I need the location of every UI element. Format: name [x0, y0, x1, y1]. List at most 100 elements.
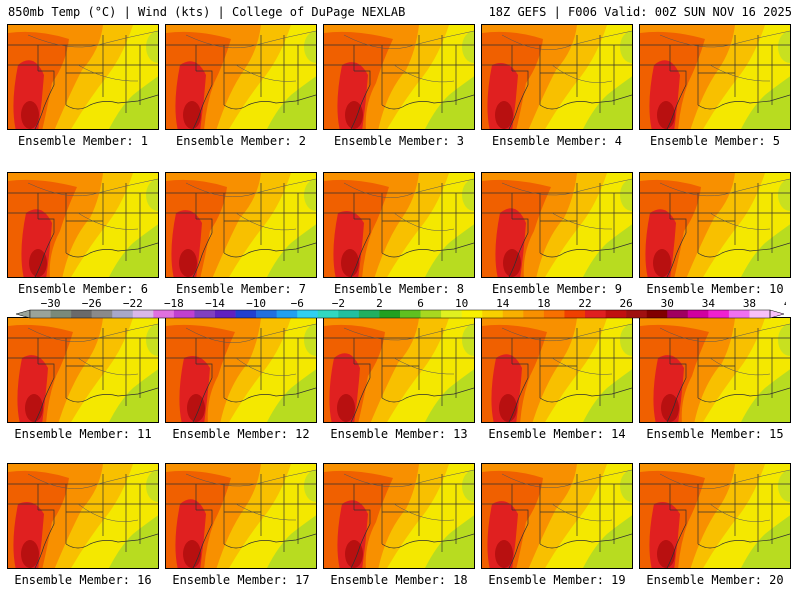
colorbar-segment — [194, 310, 216, 318]
ensemble-member-label: Ensemble Member: 7 — [175, 282, 307, 296]
colorbar-tick-label: 38 — [743, 298, 756, 310]
colorbar-min-arrow — [15, 309, 31, 319]
ensemble-member-label: Ensemble Member: 5 — [649, 134, 781, 148]
colorbar-segment — [235, 310, 257, 318]
ensemble-member-map — [7, 463, 159, 569]
colorbar-tick-label: 10 — [455, 298, 468, 310]
colorbar-segment — [461, 310, 483, 318]
colorbar-segment — [91, 310, 113, 318]
ensemble-member-map — [639, 317, 791, 423]
temperature-field — [640, 173, 790, 277]
colorbar-segment — [173, 310, 195, 318]
colorbar-tick-label: −30 — [41, 298, 61, 310]
temperature-field — [8, 318, 158, 422]
colorbar-tick-label: 22 — [578, 298, 591, 310]
ensemble-member-label: Ensemble Member: 19 — [488, 573, 626, 587]
run-valid-time: 18Z GEFS | F006 Valid: 00Z SUN NOV 16 20… — [488, 5, 792, 19]
ensemble-member-map — [323, 317, 475, 423]
colorbar-segment — [256, 310, 277, 318]
temperature-field — [324, 318, 474, 422]
colorbar-tick-label: −6 — [291, 298, 304, 310]
ensemble-member-label: Ensemble Member: 2 — [175, 134, 307, 148]
temperature-colorbar: −30 −26 −22 −18 −14 −10 −6 −2 2 6 10 14 18 22 26 30 34 38… — [15, 298, 786, 319]
colorbar-tick-label: −14 — [205, 298, 225, 310]
temperature-field — [482, 318, 632, 422]
colorbar-segment — [400, 310, 421, 318]
ensemble-member-label: Ensemble Member: 6 — [17, 282, 149, 296]
colorbar-tick-label: 42 — [784, 298, 786, 310]
temperature-field — [8, 464, 158, 568]
temperature-field — [482, 25, 632, 129]
ensemble-member-label: Ensemble Member: 4 — [491, 134, 623, 148]
temperature-field — [482, 173, 632, 277]
ensemble-member-label: Ensemble Member: 15 — [646, 427, 784, 441]
temperature-field — [640, 318, 790, 422]
ensemble-member-map — [165, 172, 317, 278]
ensemble-member-map — [7, 172, 159, 278]
colorbar-segment — [708, 310, 730, 318]
ensemble-member-map — [165, 24, 317, 130]
ensemble-member-label: Ensemble Member: 1 — [17, 134, 149, 148]
ensemble-member-map — [639, 24, 791, 130]
colorbar-segment — [564, 310, 586, 318]
temperature-field — [640, 464, 790, 568]
ensemble-member-map — [7, 317, 159, 423]
colorbar-tick-label: −2 — [332, 298, 345, 310]
colorbar-segment — [502, 310, 524, 318]
ensemble-member-label: Ensemble Member: 18 — [330, 573, 468, 587]
ensemble-member-label: Ensemble Member: 17 — [172, 573, 310, 587]
temperature-field — [640, 25, 790, 129]
ensemble-member-map — [481, 172, 633, 278]
colorbar-tick-label: 34 — [702, 298, 716, 310]
colorbar-segment — [728, 310, 750, 318]
colorbar-segment — [153, 310, 175, 318]
ensemble-member-map — [481, 24, 633, 130]
map-title: 850mb Temp (°C) | Wind (kts) | College o… — [8, 5, 406, 19]
colorbar-segment — [605, 310, 627, 318]
colorbar-tick-label: −10 — [246, 298, 266, 310]
temperature-field — [166, 25, 316, 129]
colorbar-segment — [667, 310, 689, 318]
colorbar-segment — [297, 310, 319, 318]
colorbar-max-arrow — [769, 309, 785, 319]
colorbar-segment — [132, 310, 154, 318]
colorbar-tick-label: 6 — [417, 298, 424, 310]
temperature-field — [324, 173, 474, 277]
temperature-field — [324, 25, 474, 129]
ensemble-member-label: Ensemble Member: 16 — [14, 573, 152, 587]
colorbar-segment — [276, 310, 298, 318]
colorbar-segment — [30, 310, 51, 318]
colorbar-segment — [112, 310, 134, 318]
colorbar-segment — [687, 310, 709, 318]
colorbar-segment — [585, 310, 606, 318]
colorbar-segment — [523, 310, 545, 318]
colorbar-segment — [441, 310, 462, 318]
temperature-field — [8, 25, 158, 129]
ensemble-member-map — [481, 463, 633, 569]
colorbar-tick-label: −22 — [123, 298, 143, 310]
colorbar-segment — [379, 310, 401, 318]
ensemble-member-label: Ensemble Member: 14 — [488, 427, 626, 441]
ensemble-member-map — [165, 463, 317, 569]
colorbar-tick-label: −18 — [164, 298, 184, 310]
ensemble-member-map — [323, 463, 475, 569]
colorbar-segment — [71, 310, 92, 318]
temperature-field — [166, 464, 316, 568]
colorbar-segment — [543, 310, 565, 318]
ensemble-member-map — [323, 24, 475, 130]
temperature-field — [324, 464, 474, 568]
ensemble-member-label: Ensemble Member: 12 — [172, 427, 310, 441]
colorbar-tick-label: 14 — [496, 298, 510, 310]
ensemble-member-label: Ensemble Member: 3 — [333, 134, 465, 148]
colorbar-segment — [215, 310, 236, 318]
colorbar-segment — [626, 310, 647, 318]
temperature-field — [166, 318, 316, 422]
colorbar-tick-label: 18 — [537, 298, 550, 310]
ensemble-member-label: Ensemble Member: 13 — [330, 427, 468, 441]
colorbar-segment — [482, 310, 504, 318]
colorbar-outline — [29, 309, 771, 319]
colorbar-segment — [749, 310, 771, 318]
ensemble-member-label: Ensemble Member: 11 — [14, 427, 152, 441]
colorbar-tick-label: 26 — [619, 298, 632, 310]
colorbar-segment — [358, 310, 380, 318]
